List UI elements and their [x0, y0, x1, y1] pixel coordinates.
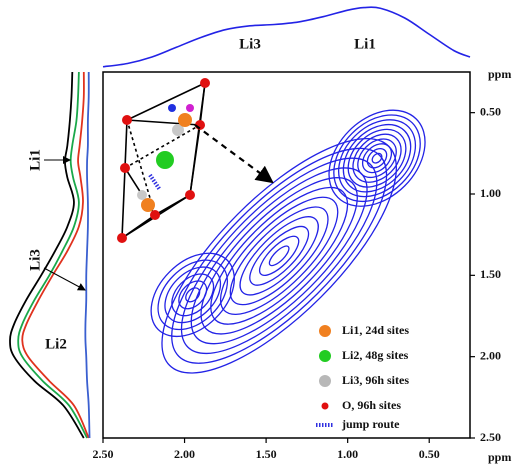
contour-line — [371, 152, 383, 164]
contour-line — [229, 206, 329, 306]
contour-line — [337, 119, 417, 198]
contour-line — [171, 273, 215, 317]
contour-line — [328, 109, 426, 207]
contour-line — [268, 245, 290, 267]
contour-line — [249, 225, 310, 286]
plot-frame — [102, 71, 471, 439]
contour-line — [171, 147, 388, 364]
x-tick-label: 2.50 — [93, 447, 114, 461]
legend-marker — [321, 402, 329, 410]
side-projection — [9, 71, 85, 439]
peak-label: Li2 — [45, 336, 67, 352]
y-tick-label: 1.50 — [480, 267, 501, 281]
y-tick-label: 1.00 — [480, 186, 501, 200]
y-tick-label: 2.00 — [480, 348, 501, 362]
contour-line — [185, 287, 201, 303]
contour-line — [239, 216, 319, 296]
peak-label: Li3 — [239, 36, 261, 52]
y-unit: ppm — [488, 67, 511, 81]
legend-marker — [319, 350, 331, 362]
contour-line — [180, 157, 378, 355]
side-projection — [84, 71, 91, 439]
contour-line — [210, 186, 349, 325]
contour-line — [219, 196, 339, 316]
contour-line — [333, 114, 421, 203]
x-tick-label: 1.50 — [256, 447, 277, 461]
structure-inset — [117, 78, 274, 243]
x-tick-label: 2.00 — [174, 447, 195, 461]
legend-label: Li2, 48g sites — [342, 348, 409, 362]
contour-line — [164, 266, 222, 324]
x-unit: ppm — [488, 450, 511, 464]
legend-label: Li1, 24d sites — [342, 323, 409, 337]
contour-group — [150, 109, 426, 374]
contour-line — [347, 128, 407, 188]
x-tick-label: 0.50 — [419, 447, 440, 461]
peak-label: Li3 — [27, 249, 43, 271]
side-projection — [21, 71, 90, 439]
y-tick-label: 0.50 — [480, 104, 501, 118]
legend-label: Li3, 96h sites — [342, 373, 409, 387]
legend-label: jump route — [341, 417, 400, 431]
label-arrow — [43, 267, 86, 291]
contour-line — [352, 133, 402, 183]
contour-line — [150, 252, 235, 338]
y-tick-label: 2.50 — [480, 430, 501, 444]
legend-label: O, 96h sites — [342, 398, 401, 412]
contour-line — [161, 137, 397, 374]
contour-line — [200, 177, 358, 335]
contour-line — [178, 280, 208, 310]
legend-marker — [319, 325, 331, 337]
top-projection — [102, 6, 471, 68]
contour-line — [258, 235, 300, 276]
peak-label: Li1 — [27, 149, 43, 171]
contour-line — [157, 259, 229, 331]
x-tick-label: 1.00 — [337, 447, 358, 461]
contour-line — [366, 147, 388, 169]
peak-label: Li1 — [354, 36, 376, 52]
contour-line — [190, 167, 368, 345]
legend-marker — [319, 375, 331, 387]
side-projection — [17, 71, 88, 439]
